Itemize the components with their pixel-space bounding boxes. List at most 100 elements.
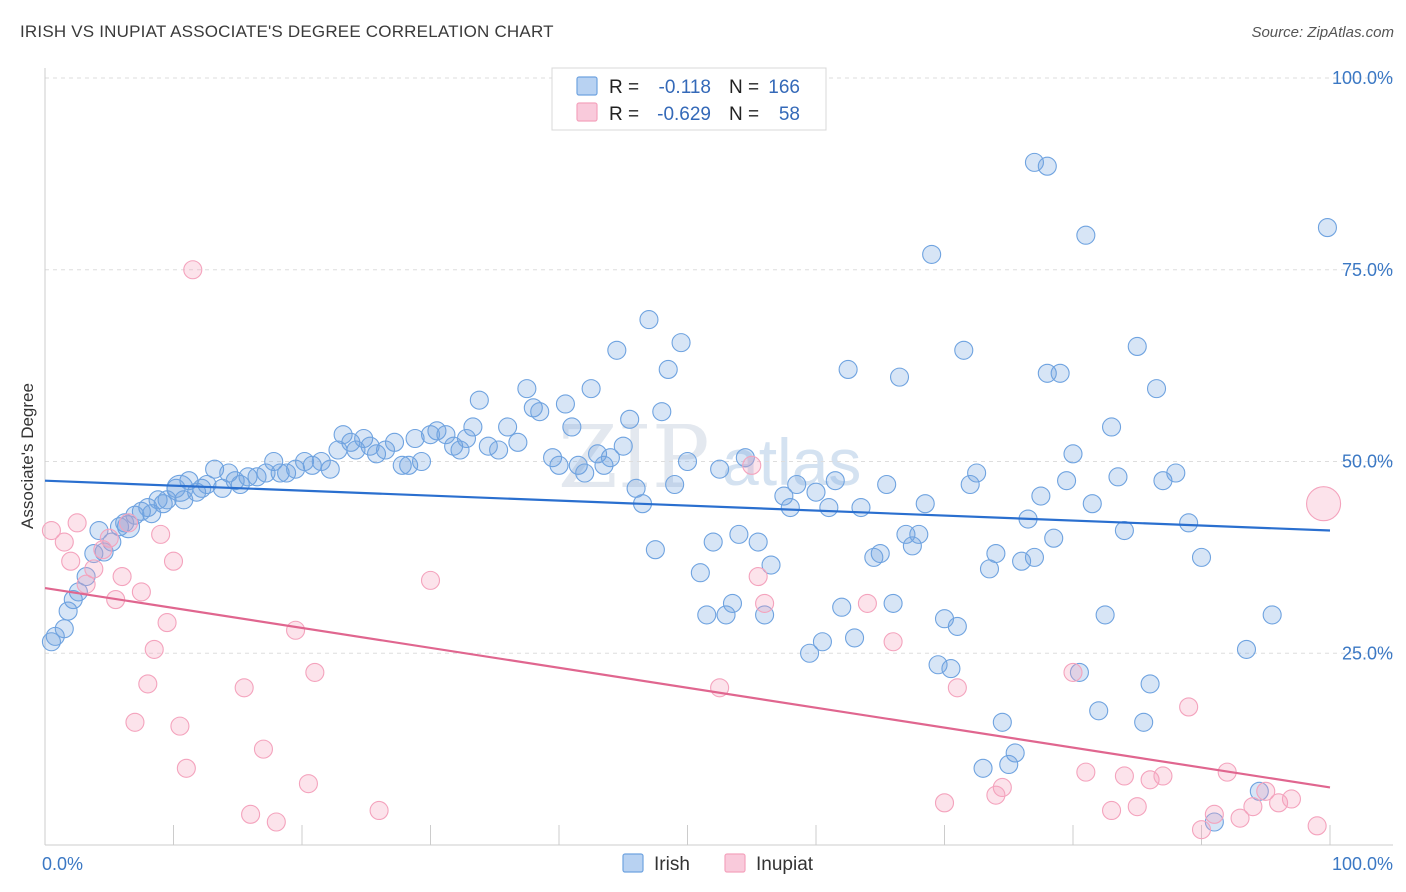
irish-point (498, 417, 518, 437)
inupiat-point (93, 540, 113, 560)
irish-point (800, 643, 820, 663)
irish-point (1191, 547, 1212, 567)
irish-point (392, 455, 412, 475)
irish-point (256, 463, 276, 483)
irish-point (806, 482, 826, 502)
irish-point (581, 379, 601, 399)
irish-point (1089, 701, 1109, 721)
inupiat-point (157, 613, 177, 633)
series-inupiat (41, 260, 1342, 840)
irish-point (838, 359, 858, 380)
irish-point (1024, 152, 1044, 172)
irish-point (1063, 444, 1083, 464)
inupiat-point (84, 559, 104, 579)
irish-point (1069, 662, 1089, 682)
irish-point (832, 597, 852, 617)
irish-point (478, 436, 498, 456)
irish-point (877, 474, 897, 495)
inupiat-point (1307, 816, 1327, 836)
irish-point (508, 432, 528, 452)
irish-point (1044, 528, 1064, 548)
bottom-legend-swatch-inupiat (724, 853, 746, 873)
irish-point (1024, 547, 1044, 567)
inupiat-point (1127, 797, 1147, 817)
irish-point (264, 451, 284, 472)
irish-point (787, 474, 807, 495)
irish-point (677, 451, 698, 472)
inupiat-point (125, 712, 145, 732)
irish-point (1031, 486, 1051, 506)
irish-point (575, 463, 595, 483)
irish-point (729, 524, 749, 544)
trend-line-irish (44, 479, 1331, 532)
irish-point (58, 601, 78, 621)
irish-point (761, 555, 781, 575)
inupiat-point (742, 455, 762, 475)
gridlines (45, 77, 1393, 654)
x-tick-label-max: 100.0% (1332, 854, 1393, 874)
irish-point (986, 543, 1006, 564)
inupiat-point (67, 513, 87, 533)
inupiat-point (1063, 662, 1083, 682)
irish-point (555, 394, 575, 414)
irish-point (999, 754, 1019, 775)
irish-point (922, 244, 942, 264)
irish-point (463, 417, 483, 437)
inupiat-point (986, 785, 1006, 805)
irish-point (819, 497, 839, 518)
legend-r-label-irish: R = (609, 77, 639, 98)
irish-point (755, 605, 775, 625)
irish-point (909, 524, 929, 544)
irish-point (851, 497, 871, 518)
bottom-legend: Irish Inupiat (622, 853, 814, 875)
irish-point (399, 455, 419, 475)
y-tick-label: 75.0% (1342, 260, 1393, 280)
irish-point (76, 566, 96, 587)
inupiat-point (144, 639, 164, 659)
irish-point (89, 520, 109, 541)
irish-point (825, 471, 845, 491)
inupiat-point (131, 582, 151, 602)
legend-r-value-inupiat: -0.629 (657, 104, 711, 125)
irish-point (1134, 712, 1154, 732)
inupiat-point (305, 662, 325, 682)
irish-point (710, 459, 730, 479)
inupiat-point (1076, 762, 1096, 782)
bottom-legend-label-inupiat: Inupiat (756, 854, 814, 875)
irish-point (883, 593, 903, 613)
inupiat-point (1114, 766, 1134, 786)
irish-point (436, 425, 456, 445)
inupiat-point (1256, 781, 1276, 801)
trend-lines (44, 479, 1331, 789)
irish-point (1166, 463, 1186, 483)
x-axis-ticks (44, 825, 1331, 845)
irish-point (450, 440, 470, 460)
inupiat-point (755, 593, 775, 613)
irish-point (658, 359, 678, 380)
inupiat-point (934, 793, 955, 813)
legend-n-label-inupiat: N = (729, 104, 759, 125)
y-tick-label: 100.0% (1332, 68, 1393, 88)
irish-point (116, 515, 141, 539)
irish-point (748, 532, 768, 552)
irish-point (954, 340, 974, 360)
irish-point (1076, 225, 1096, 245)
irish-point (947, 616, 967, 636)
inupiat-point (234, 678, 254, 698)
inupiat-point (1269, 793, 1289, 813)
irish-point (384, 432, 405, 452)
inupiat-point (176, 758, 196, 778)
irish-point (562, 417, 582, 437)
irish-point (844, 628, 865, 648)
irish-point (225, 471, 245, 491)
inupiat-point (1306, 486, 1342, 522)
source-label: Source: ZipAtlas.com (1251, 24, 1394, 41)
y-tick-label: 25.0% (1342, 643, 1393, 663)
inupiat-point (420, 570, 441, 590)
inupiat-point (992, 777, 1012, 798)
inupiat-point (1230, 808, 1250, 828)
inupiat-point (266, 812, 286, 832)
bottom-legend-label-irish: Irish (654, 854, 690, 875)
inupiat-point (118, 513, 139, 533)
